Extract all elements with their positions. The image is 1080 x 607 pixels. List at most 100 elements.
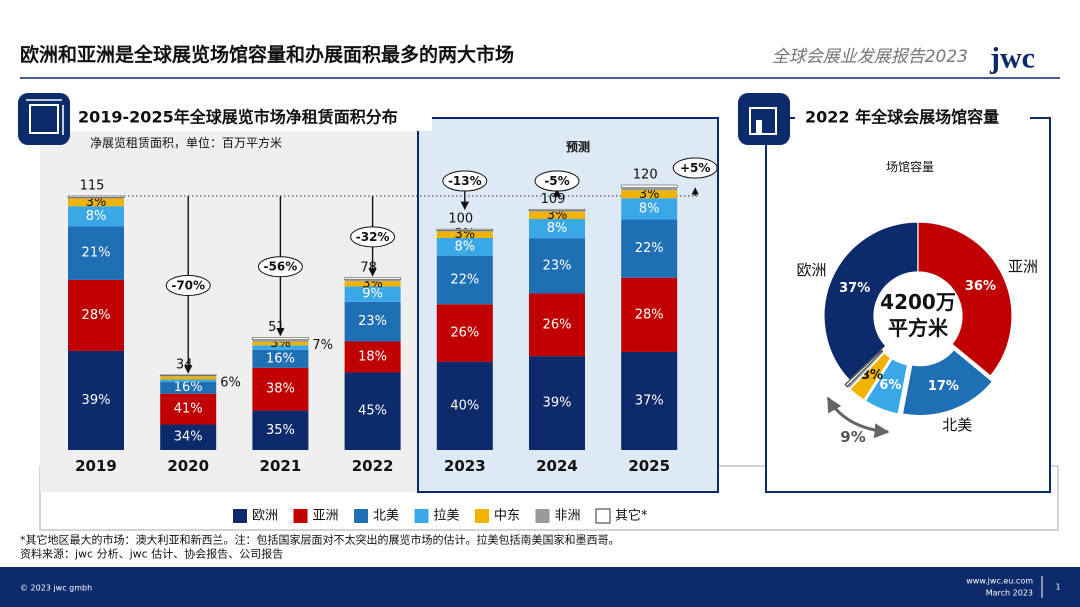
segment-label: 26% <box>450 325 479 340</box>
bar-segment <box>529 218 585 239</box>
legend-swatch <box>354 509 368 523</box>
segment-label: 23% <box>358 314 387 329</box>
x-tick-label: 2020 <box>167 457 209 475</box>
donut-slice <box>849 351 892 401</box>
change-bubble <box>350 226 396 248</box>
bar-segment <box>436 230 493 232</box>
segment-label: 34% <box>174 430 203 445</box>
segment-label: 3% <box>86 195 107 210</box>
bar-segment <box>68 350 124 450</box>
segment-label: 28% <box>82 308 111 323</box>
segment-label: 28% <box>635 307 664 322</box>
bar-segment <box>68 206 124 227</box>
bar-segment <box>621 219 678 278</box>
change-bubble <box>442 170 488 192</box>
venue-icon-shape <box>749 107 777 135</box>
bar-segment <box>344 372 401 450</box>
bar-segment <box>529 211 585 219</box>
area-icon <box>18 93 70 145</box>
bar-segment <box>344 301 401 342</box>
legend-label: 北美 <box>373 509 399 524</box>
bar-segment <box>67 195 125 198</box>
side-label: 7% <box>312 338 333 353</box>
segment-label: 23% <box>543 258 572 273</box>
total-label: 51 <box>268 320 285 335</box>
legend-label: 亚洲 <box>313 509 339 524</box>
x-tick-label: 2019 <box>75 457 117 475</box>
legend-label: 拉美 <box>434 509 460 524</box>
segment-label: 39% <box>82 393 111 408</box>
bar-segment <box>160 393 217 425</box>
slice-name: 北美 <box>942 416 972 434</box>
x-tick-label: 2023 <box>444 457 486 475</box>
venue-icon <box>738 93 790 145</box>
bar-segment <box>160 376 217 380</box>
segment-label: 26% <box>543 317 572 332</box>
bar-segment <box>344 341 401 373</box>
bar-segment <box>68 226 124 280</box>
bar-segment <box>344 277 401 280</box>
segment-label: 9% <box>362 287 383 302</box>
bar-segment <box>436 304 493 362</box>
group-arrow <box>826 396 890 439</box>
donut-slice <box>844 349 884 388</box>
total-label: 100 <box>448 212 473 227</box>
bar-segment <box>529 238 585 294</box>
bar-segment <box>436 255 493 305</box>
change-label: -32% <box>356 230 390 244</box>
legend-swatch <box>475 509 489 523</box>
bar-segment <box>529 293 585 357</box>
segment-label: 18% <box>358 349 387 364</box>
bar-segment <box>621 198 678 220</box>
change-label: -70% <box>171 278 205 292</box>
segment-label: 21% <box>82 246 111 261</box>
side-label: 6% <box>220 375 241 390</box>
bar-segment <box>621 187 678 191</box>
change-label: -13% <box>448 174 482 188</box>
bar-segment <box>436 238 493 256</box>
change-bubble <box>257 256 303 278</box>
segment-label: 38% <box>266 382 295 397</box>
total-label: 78 <box>360 260 377 275</box>
x-tick-label: 2024 <box>536 457 578 475</box>
group-label: 9% <box>840 428 865 446</box>
bar-segment <box>528 208 586 211</box>
donut-slice <box>917 221 1013 377</box>
segment-label: 8% <box>547 221 568 236</box>
legend-swatch <box>293 509 308 523</box>
bar-segment <box>436 361 493 450</box>
change-bubble <box>672 157 718 179</box>
bar-segment <box>252 410 309 450</box>
marks: 39%28%21%8%3%115201934%41%16%3420206%-70… <box>67 157 1038 524</box>
legend-label: 欧洲 <box>252 509 278 524</box>
segment-label: 16% <box>174 380 203 395</box>
segment-label: 3% <box>639 187 660 202</box>
segment-label: 8% <box>639 201 660 216</box>
bar-segment <box>344 281 401 287</box>
bar-segment <box>68 197 124 199</box>
copyright: © 2023 jwc gmbh <box>20 584 92 593</box>
segment-label: 8% <box>454 239 475 254</box>
bar-segment <box>252 349 309 368</box>
bar-segment <box>160 375 217 377</box>
bar-segment <box>621 190 678 199</box>
change-bubble <box>534 170 580 192</box>
slice-label: 17% <box>928 379 959 394</box>
venue-icon-door <box>756 120 762 134</box>
segment-label: 22% <box>635 241 664 256</box>
slice-label: 36% <box>965 279 996 294</box>
total-label: 120 <box>633 168 658 183</box>
legend-swatch <box>595 508 611 524</box>
legend-label: 其它* <box>615 508 648 524</box>
logo: jwc <box>989 42 1035 75</box>
legend-label: 中东 <box>494 509 520 524</box>
bar-segment <box>529 210 585 212</box>
footnote: *其它地区最大的市场：澳大利亚和新西兰。注：包括国家层面对不太突出的展览市场的估… <box>20 533 620 547</box>
bar-chart-subtitle: 净展览租赁面积，单位：百万平方米 <box>90 135 282 150</box>
legend-label: 非洲 <box>555 509 581 524</box>
bar-segment <box>621 277 678 352</box>
bar-chart-title: 2019-2025年全球展览市场净租赁面积分布 <box>78 108 398 127</box>
donut-title: 2022 年全球会展场馆容量 <box>805 108 999 127</box>
title-backdrop <box>795 105 1030 131</box>
